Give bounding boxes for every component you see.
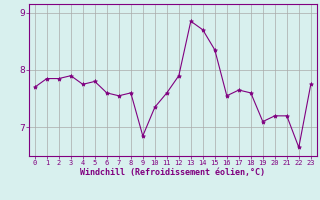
- X-axis label: Windchill (Refroidissement éolien,°C): Windchill (Refroidissement éolien,°C): [80, 168, 265, 177]
